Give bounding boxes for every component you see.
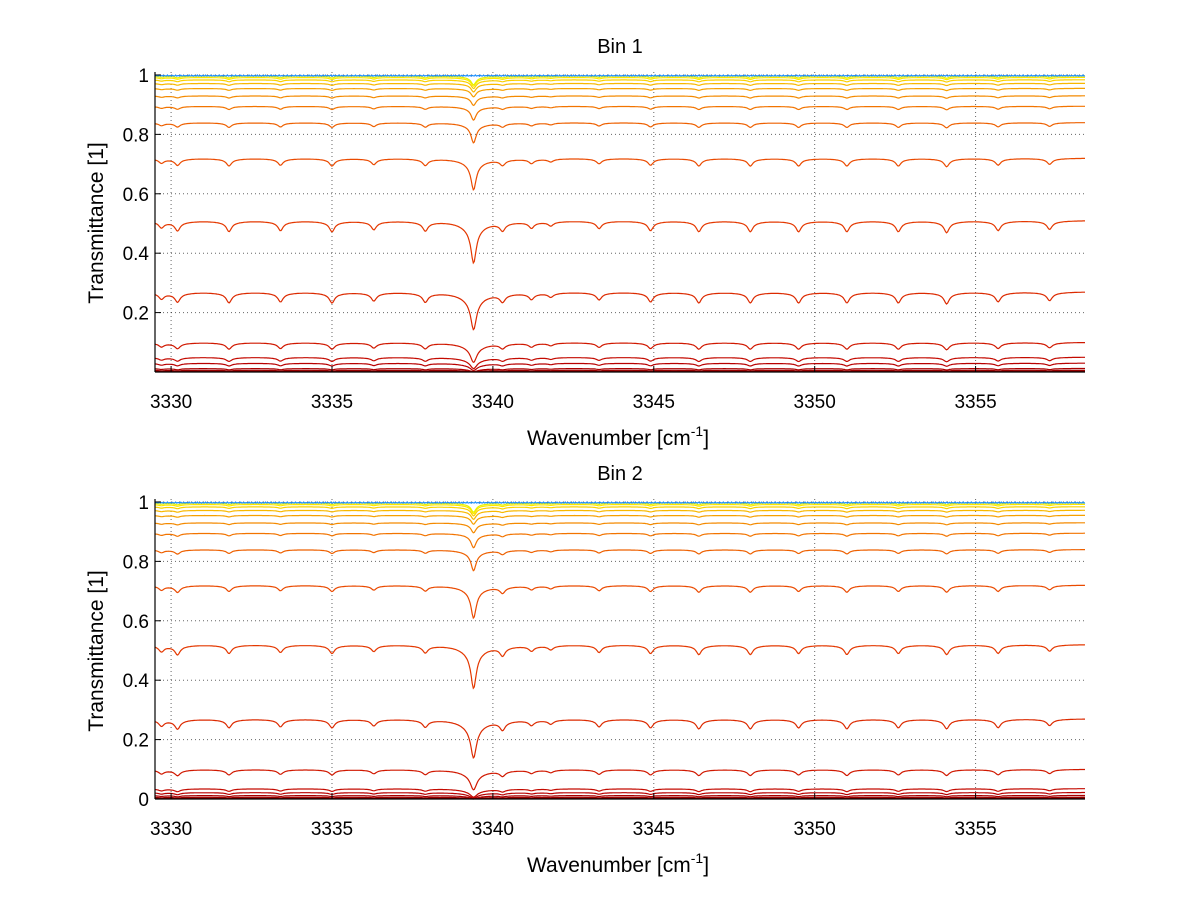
- y-tick-label-0: 0.2: [123, 304, 149, 325]
- x-tick-label-4: 3350: [794, 392, 836, 413]
- bin2-grid: [155, 499, 1085, 800]
- bin1-xlabel-suffix: ]: [703, 427, 709, 450]
- trace-0: [154, 797, 1085, 800]
- x-tick-label-4: 3350: [794, 819, 836, 840]
- bin2-title: Bin 2: [597, 463, 643, 485]
- trace-12: [154, 514, 1085, 525]
- bin2-traces: [154, 501, 1086, 800]
- bin1-ticks: 3330 3335 3340 3345 3350 3355 0.2 0.4 0.6 0.8 1: [123, 66, 997, 413]
- bin2-xlabel-suffix: ]: [703, 854, 709, 877]
- y-tick-label-4: 1: [138, 66, 149, 87]
- bin1-xlabel-sup: -1: [691, 423, 704, 439]
- trace-7: [154, 644, 1086, 690]
- bin2-xlabel-sup: -1: [691, 850, 704, 866]
- trace-4: [154, 788, 1085, 798]
- bin1-xlabel-main: Wavenumber [cm: [527, 427, 691, 450]
- x-tick-label-3: 3345: [633, 392, 675, 413]
- trace-6: [154, 291, 1085, 331]
- trace-7: [154, 220, 1085, 265]
- y-tick-label-1: 0.4: [123, 244, 150, 265]
- trace-3: [154, 791, 1085, 799]
- bin1-traces: [154, 74, 1086, 373]
- x-tick-label-2: 3340: [472, 819, 514, 840]
- bin2-axes: [154, 499, 1085, 800]
- trace-1: [154, 796, 1085, 800]
- y-tick-label-5: 1: [138, 493, 149, 514]
- bin2-ylabel: Transmittance [1]: [85, 570, 108, 731]
- trace-10: [154, 532, 1085, 549]
- trace-8: [154, 584, 1086, 620]
- x-tick-label-1: 3335: [311, 392, 353, 413]
- x-tick-label-0: 3330: [150, 819, 192, 840]
- trace-9: [154, 122, 1085, 144]
- bin2-panel: Bin 2 3330 3335 3340 3345 3350 3355 0 0.2 0.4 0.6…: [85, 463, 1086, 877]
- trace-13: [155, 509, 1085, 520]
- trace-15: [154, 76, 1085, 87]
- trace-1: [154, 369, 1085, 373]
- bin1-axes: [154, 72, 1085, 373]
- trace-14: [154, 506, 1085, 517]
- x-tick-label-2: 3340: [472, 392, 514, 413]
- bin1-title: Bin 1: [597, 36, 643, 58]
- bin1-panel: Bin 1 3330 3335 3340 3345 3350 3355 0.2 0.4 0.6 0…: [85, 36, 1086, 450]
- trace-10: [154, 105, 1085, 121]
- trace-0: [154, 370, 1085, 373]
- trace-15: [154, 503, 1085, 515]
- trace-2: [154, 367, 1085, 373]
- trace-2: [154, 794, 1085, 800]
- x-tick-label-3: 3345: [633, 819, 675, 840]
- x-tick-label-0: 3330: [150, 392, 192, 413]
- trace-6: [154, 718, 1085, 759]
- trace-8: [154, 157, 1085, 192]
- trace-3: [154, 362, 1085, 372]
- bin2-plot-area: [155, 499, 1085, 799]
- bin1-xlabel: Wavenumber [cm-1]: [527, 423, 709, 450]
- x-tick-label-5: 3355: [954, 819, 996, 840]
- bin1-ylabel: Transmittance [1]: [85, 142, 108, 303]
- trace-5: [154, 342, 1085, 364]
- trace-13: [154, 82, 1085, 93]
- y-tick-label-0: 0: [138, 790, 149, 811]
- y-tick-label-1: 0.2: [123, 731, 149, 752]
- trace-11: [154, 522, 1085, 534]
- y-tick-label-4: 0.8: [123, 552, 149, 573]
- trace-11: [154, 95, 1085, 107]
- trace-9: [154, 549, 1085, 572]
- trace-4: [154, 356, 1085, 370]
- x-tick-label-1: 3335: [311, 819, 353, 840]
- bin2-xlabel: Wavenumber [cm-1]: [527, 850, 709, 877]
- y-tick-label-3: 0.8: [123, 125, 149, 146]
- trace-14: [154, 79, 1085, 90]
- trace-17: [154, 501, 1086, 504]
- y-tick-label-2: 0.6: [123, 185, 149, 206]
- y-tick-label-2: 0.4: [123, 671, 150, 692]
- x-tick-label-5: 3355: [954, 392, 996, 413]
- bin2-xlabel-main: Wavenumber [cm: [527, 854, 691, 877]
- trace-12: [154, 87, 1085, 98]
- y-tick-label-3: 0.6: [123, 612, 149, 633]
- trace-17: [154, 74, 1086, 77]
- trace-5: [154, 768, 1085, 791]
- bin2-ticks: 3330 3335 3340 3345 3350 3355 0 0.2 0.4 0.6 0.8 1: [123, 493, 997, 840]
